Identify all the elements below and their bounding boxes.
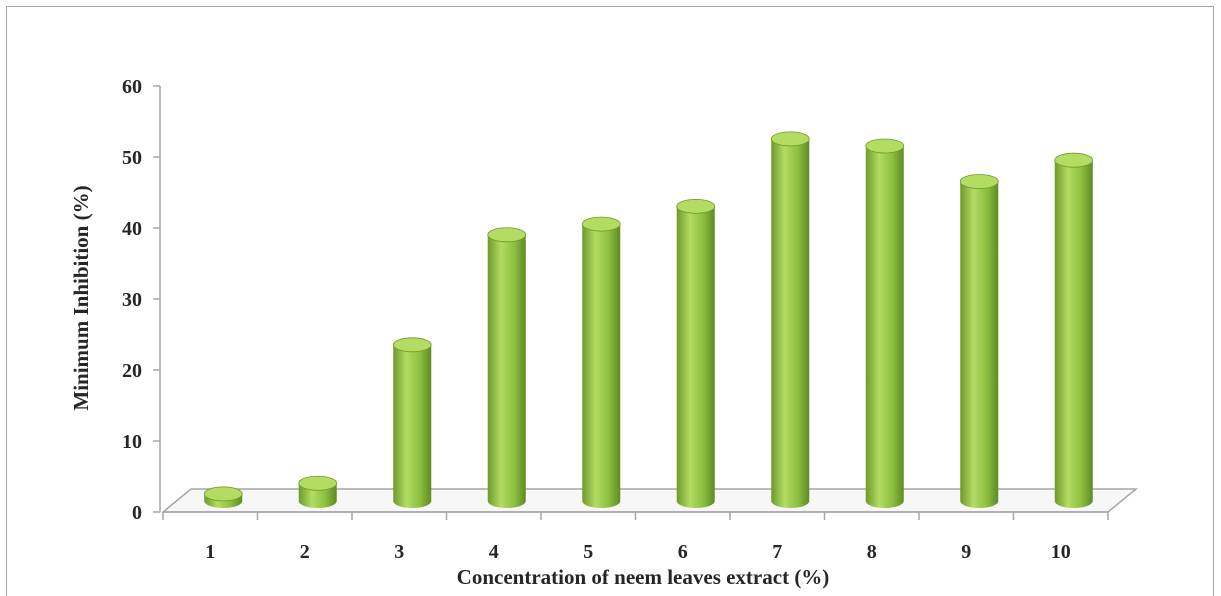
y-tick-label: 0 [132,502,142,524]
bar-top [676,198,716,214]
bar [392,337,432,509]
bar [581,216,621,509]
x-tick-label: 5 [583,541,593,563]
bar-top [392,337,432,353]
x-axis: 1 2 3 4 5 6 7 8 9 10 [162,511,1109,563]
y-axis: 0 10 20 30 40 50 60 [122,76,161,524]
chart-frame [6,6,1214,596]
bar [865,138,905,509]
bar [959,174,999,509]
bar-body [676,206,715,509]
bar-top [959,174,999,189]
y-axis-title: Minimum Inhibition (%) [69,185,93,410]
x-tick-label: 10 [1051,541,1071,563]
y-tick-label: 10 [122,431,142,453]
bar [770,131,810,509]
bar [676,198,716,509]
x-tick-label: 3 [394,541,404,563]
y-tick-label: 60 [122,76,142,98]
bar-top [1054,152,1094,168]
x-tick-label: 8 [867,541,877,563]
x-tick-label: 4 [489,541,499,563]
bar-body [393,344,432,509]
bar [203,486,243,509]
bar-top [770,131,810,147]
bar [487,227,527,509]
bars [203,131,1094,509]
bar-body [487,234,526,509]
bar-body [1054,160,1093,509]
bar-body [582,224,621,509]
bar-body [865,146,904,509]
bar [1054,152,1094,509]
x-tick-label: 7 [772,541,782,563]
bar [298,475,338,509]
y-tick-label: 20 [122,360,142,382]
bar-top [581,216,621,232]
bar-body [960,181,999,509]
y-tick-label: 30 [122,289,142,311]
x-tick-label: 6 [678,541,688,563]
bar-top [298,475,338,491]
bar-top [203,486,243,502]
x-axis-title: Concentration of neem leaves extract (%) [457,565,830,589]
y-tick-label: 50 [122,147,142,169]
x-tick-label: 1 [205,541,215,563]
bar-top [487,227,527,243]
bar-body [771,138,810,509]
x-tick-label: 2 [300,541,310,563]
bar-top [865,138,905,154]
y-tick-label: 40 [122,218,142,240]
x-tick-label: 9 [961,541,971,563]
